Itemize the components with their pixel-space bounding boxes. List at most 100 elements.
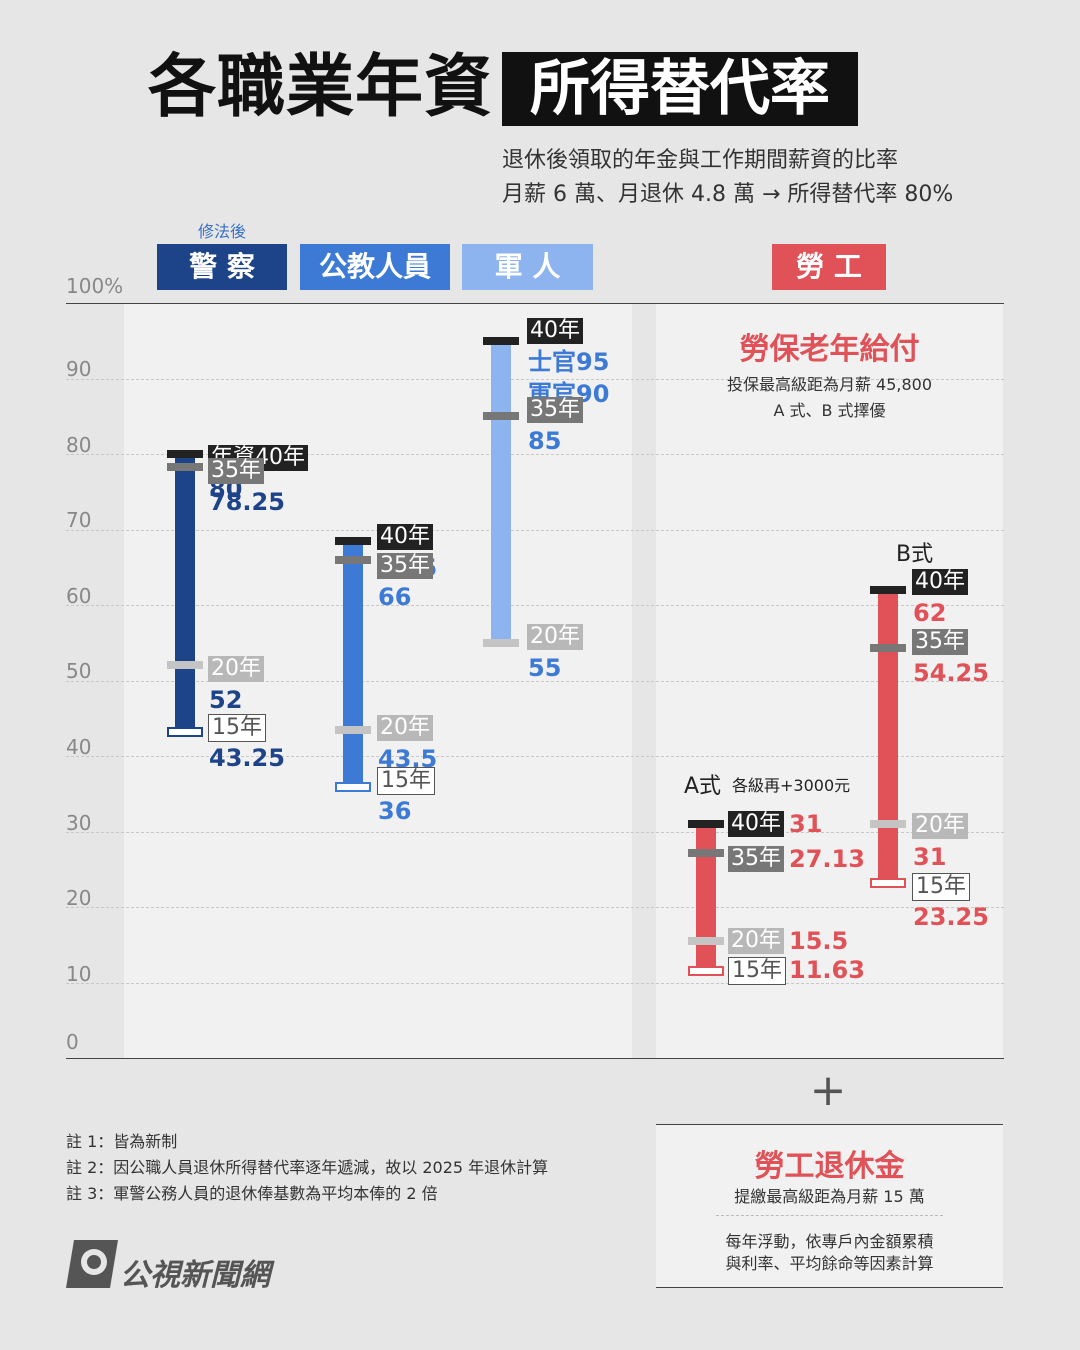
range-bar xyxy=(878,589,898,883)
years-label: 40年 xyxy=(527,317,583,344)
formula-a-note: 各級再+3000元 xyxy=(732,776,851,795)
range-bar xyxy=(343,540,363,787)
years-label: 40年 xyxy=(912,568,968,595)
retirement-fund-desc-1: 提繳最高級距為月薪 15 萬 xyxy=(734,1187,925,1206)
y-tick-label: 80 xyxy=(66,433,92,457)
data-point-marker xyxy=(167,463,203,472)
years-label: 35年 xyxy=(527,397,583,424)
formula-b-label: B式 xyxy=(896,542,934,567)
data-point-marker xyxy=(335,536,371,545)
labor-pension-title: 勞保老年給付 xyxy=(739,332,920,367)
value-label: 78.25 xyxy=(209,488,285,517)
data-point-marker xyxy=(688,936,724,945)
value-label: 43.25 xyxy=(209,744,285,773)
retirement-fund-title: 勞工退休金 xyxy=(754,1149,905,1184)
data-point-marker xyxy=(167,727,203,738)
data-point-marker xyxy=(335,725,371,734)
data-point-marker xyxy=(483,412,519,421)
years-label: 35年 xyxy=(208,458,264,485)
data-point-marker xyxy=(483,336,519,345)
data-point-marker xyxy=(335,555,371,564)
gridline xyxy=(66,756,1004,757)
gridline xyxy=(66,832,1004,833)
data-point-marker xyxy=(167,450,203,458)
years-label: 20年 xyxy=(912,812,968,839)
y-tick-label: 90 xyxy=(66,357,92,381)
years-label: 15年 xyxy=(728,957,786,986)
gridline xyxy=(66,605,1004,606)
gridline xyxy=(66,907,1004,908)
retirement-fund-divider xyxy=(716,1215,943,1216)
top-axis-line xyxy=(66,303,1004,304)
range-bar xyxy=(491,340,511,643)
range-bar xyxy=(696,823,716,971)
post-reform-note: 修法後 xyxy=(197,222,246,241)
y-tick-label: 70 xyxy=(66,508,92,532)
subtitle-line-1: 退休後領取的年金與工作期間薪資的比率 xyxy=(502,148,899,173)
tab-labor: 勞 工 xyxy=(772,244,886,290)
y-tick-label: 10 xyxy=(66,962,92,986)
range-bar xyxy=(175,454,195,732)
value-label: 54.25 xyxy=(913,659,989,688)
gridline xyxy=(66,681,1004,682)
data-point-marker xyxy=(688,966,724,977)
retirement-fund-box: 勞工退休金 提繳最高級距為月薪 15 萬 每年浮動，依專戶內金額累積 與利率、平… xyxy=(656,1124,1003,1288)
value-label: 66 xyxy=(378,582,412,611)
plus-sign: + xyxy=(809,1065,847,1116)
formula-a-label: A式 xyxy=(684,774,722,799)
value-label: 85 xyxy=(528,427,562,456)
tab-military: 軍 人 xyxy=(462,244,593,290)
gridline xyxy=(66,379,1004,380)
retirement-fund-desc-3: 與利率、平均餘命等因素計算 xyxy=(725,1254,934,1273)
y-tick-label: 40 xyxy=(66,735,92,759)
gridline xyxy=(66,454,1004,455)
data-point-marker xyxy=(688,849,724,858)
value-label: 36 xyxy=(378,797,412,826)
logo-text: 公視新聞網 xyxy=(120,1258,270,1293)
value-label: 31 xyxy=(789,809,823,838)
pts-logo-icon xyxy=(66,1240,118,1288)
value-label: 55 xyxy=(528,653,562,682)
y-tick-label: 60 xyxy=(66,584,92,608)
value-label: 27.13 xyxy=(789,845,865,874)
years-label: 20年 xyxy=(208,656,264,683)
y-tick-label: 50 xyxy=(66,659,92,683)
footnote-1: 註 1：皆為新制 xyxy=(66,1132,178,1151)
retirement-fund-desc-2: 每年浮動，依專戶內金額累積 xyxy=(725,1232,934,1251)
footnote-3: 註 3：軍警公務人員的退休俸基數為平均本俸的 2 倍 xyxy=(66,1184,438,1203)
years-label: 20年 xyxy=(527,623,583,650)
years-label: 40年 xyxy=(728,810,784,837)
value-label: 31 xyxy=(913,842,947,871)
data-point-marker xyxy=(870,644,906,653)
years-label: 35年 xyxy=(728,846,784,873)
value-label: 11.63 xyxy=(789,956,865,985)
data-point-marker xyxy=(335,782,371,793)
page-title-highlight: 所得替代率 xyxy=(502,52,858,126)
data-point-marker xyxy=(870,878,906,889)
value-label: 23.25 xyxy=(913,903,989,932)
data-point-marker xyxy=(870,585,906,594)
data-point-marker xyxy=(870,819,906,828)
tab-police: 警 察 xyxy=(157,244,287,290)
value-label: 62 xyxy=(913,598,947,627)
years-label: 35年 xyxy=(912,629,968,656)
baseline xyxy=(66,1058,1004,1059)
tab-civil-servants: 公教人員 xyxy=(300,244,450,290)
footnote-2: 註 2：因公職人員退休所得替代率逐年遞減，故以 2025 年退休計算 xyxy=(66,1158,549,1177)
data-point-marker xyxy=(483,638,519,647)
value-label: 15.5 xyxy=(789,926,849,955)
gridline xyxy=(66,983,1004,984)
years-label: 35年 xyxy=(377,552,433,579)
years-label: 15年 xyxy=(208,714,266,743)
y-tick-label: 100% xyxy=(66,274,124,298)
data-point-marker xyxy=(167,661,203,670)
page-title: 各職業年資 xyxy=(148,48,494,127)
labor-pension-desc-1: 投保最高級距為月薪 45,800 xyxy=(726,375,933,394)
y-tick-label: 30 xyxy=(66,811,92,835)
value-label: 士官95 xyxy=(528,347,610,376)
years-label: 15年 xyxy=(377,767,435,796)
years-label: 15年 xyxy=(912,873,970,902)
labor-pension-desc-2: A 式、B 式擇優 xyxy=(773,401,886,420)
y-tick-label: 0 xyxy=(66,1030,79,1054)
y-tick-label: 20 xyxy=(66,886,92,910)
